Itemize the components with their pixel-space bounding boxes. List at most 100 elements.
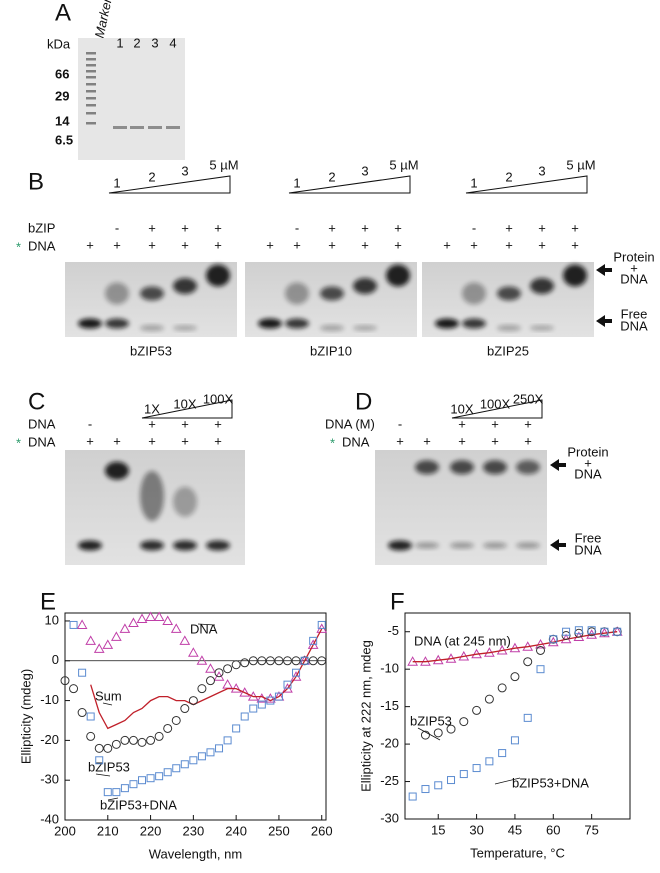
data-point bbox=[523, 713, 532, 722]
data-point bbox=[232, 724, 241, 733]
lane-sign: + bbox=[214, 220, 222, 235]
gel-band bbox=[462, 282, 486, 305]
data-point bbox=[292, 668, 301, 677]
row-label: bZIP bbox=[28, 220, 55, 235]
arrow-label: Protein bbox=[613, 249, 654, 264]
gel-name: bZIP10 bbox=[310, 343, 352, 358]
data-point bbox=[76, 619, 88, 629]
leader-line bbox=[95, 773, 111, 777]
data-point bbox=[600, 627, 609, 636]
data-point bbox=[179, 635, 191, 645]
gel-band bbox=[483, 542, 507, 549]
data-point bbox=[129, 780, 138, 789]
lane-sign: + bbox=[113, 237, 121, 252]
wedge bbox=[288, 175, 411, 194]
ratio: 10X bbox=[450, 401, 473, 416]
data-point bbox=[188, 647, 199, 657]
series-label: bZIP53+DNA bbox=[100, 797, 177, 812]
gel-band bbox=[78, 540, 102, 551]
data-point bbox=[120, 784, 129, 793]
lane-label: 2 bbox=[133, 35, 140, 50]
lane-sign: + bbox=[214, 237, 222, 252]
row-label: DNA bbox=[342, 434, 370, 449]
lane-sign: + bbox=[524, 416, 532, 431]
lane-sign: + bbox=[328, 220, 336, 235]
data-point bbox=[93, 643, 105, 653]
data-point bbox=[110, 631, 122, 641]
lane-sign: - bbox=[472, 220, 476, 235]
lane-sign: + bbox=[571, 237, 579, 252]
x-tick-label: 240 bbox=[225, 823, 247, 838]
data-point bbox=[163, 723, 173, 733]
ladder-band bbox=[86, 52, 96, 55]
data-point bbox=[265, 656, 275, 666]
series-label: bZIP53+DNA bbox=[512, 775, 589, 790]
data-point bbox=[536, 645, 546, 655]
y-tick-label: -30 bbox=[380, 810, 399, 825]
data-point bbox=[155, 772, 164, 781]
data-point bbox=[421, 785, 430, 794]
arrow-label: Free bbox=[621, 306, 648, 321]
data-point bbox=[172, 764, 181, 773]
panel-letter: A bbox=[55, 0, 71, 26]
data-point bbox=[249, 704, 258, 713]
lane-sign: + bbox=[361, 237, 369, 252]
ratio: 250X bbox=[513, 391, 544, 406]
leader-line bbox=[107, 797, 119, 801]
wedge bbox=[465, 175, 588, 194]
ladder-band bbox=[86, 122, 96, 125]
ladder-band bbox=[86, 58, 96, 61]
data-point bbox=[136, 613, 148, 623]
arrow bbox=[596, 264, 612, 276]
gel-band bbox=[450, 542, 474, 549]
row-label: DNA bbox=[28, 416, 56, 431]
size-label: 6.5 bbox=[55, 132, 73, 147]
y-tick-label: -20 bbox=[40, 732, 59, 747]
gel-band bbox=[173, 540, 197, 551]
data-point bbox=[283, 680, 292, 689]
data-point bbox=[265, 693, 276, 703]
data-point bbox=[257, 700, 266, 709]
data-point bbox=[300, 656, 309, 665]
data-point bbox=[309, 636, 318, 645]
data-point bbox=[205, 676, 215, 686]
data-point bbox=[215, 744, 224, 753]
gel-band bbox=[206, 264, 230, 287]
data-point bbox=[163, 768, 172, 777]
concentration: 1 bbox=[113, 175, 120, 190]
gel-band bbox=[516, 460, 540, 475]
y-axis-label: Ellipticity (mdeg) bbox=[18, 669, 33, 764]
y-tick-label: -30 bbox=[40, 772, 59, 787]
gel-band bbox=[285, 282, 309, 305]
lane-sign: + bbox=[181, 433, 189, 448]
y-tick-label: -10 bbox=[40, 692, 59, 707]
wedge bbox=[141, 399, 233, 419]
lane-sign: + bbox=[293, 237, 301, 252]
gel-band bbox=[462, 318, 486, 329]
x-tick-label: 30 bbox=[469, 822, 483, 837]
arrow-label: + bbox=[630, 260, 638, 275]
data-point bbox=[196, 655, 208, 665]
data-point bbox=[128, 617, 139, 627]
unit-label: kDa bbox=[47, 36, 71, 51]
gel-band bbox=[140, 325, 164, 331]
x-tick-label: 45 bbox=[508, 822, 522, 837]
asterisk: * bbox=[330, 435, 335, 450]
lane-sign: + bbox=[491, 416, 499, 431]
data-point bbox=[146, 774, 155, 783]
data-point bbox=[317, 656, 327, 666]
data-point bbox=[205, 663, 216, 673]
lane-sign: + bbox=[181, 220, 189, 235]
lane-sign: + bbox=[328, 237, 336, 252]
data-point bbox=[574, 626, 583, 635]
data-point bbox=[420, 730, 430, 740]
panel-letter: B bbox=[28, 168, 44, 195]
data-point bbox=[180, 704, 190, 714]
gel-band bbox=[530, 325, 554, 331]
data-point bbox=[119, 623, 131, 633]
y-tick-label: -25 bbox=[380, 773, 399, 788]
gel-band bbox=[497, 325, 521, 331]
data-point bbox=[274, 692, 283, 701]
gel-band bbox=[140, 540, 164, 551]
lane-sign: + bbox=[458, 433, 466, 448]
